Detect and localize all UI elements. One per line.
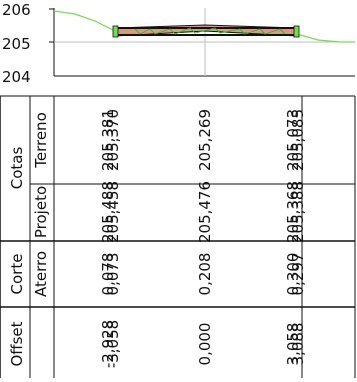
cell-offset-col1-v2: -2,928 xyxy=(99,320,117,368)
y-tick-206: 206 xyxy=(2,1,31,19)
row-label-projeto: Projeto xyxy=(32,186,50,238)
group-label-corte: Corte xyxy=(8,254,26,295)
cell-aterro-col2: 0,208 xyxy=(196,253,214,296)
cell-aterro-col3-v2: 0,297 xyxy=(289,253,307,296)
offset-marker-left xyxy=(112,25,119,38)
row-label-offset: Offset xyxy=(8,321,26,366)
cell-offset-col2: 0,000 xyxy=(196,323,214,366)
cell-projeto-col2: 205,476 xyxy=(196,181,214,243)
offset-marker-right xyxy=(293,25,300,38)
row-label-aterro: Aterro xyxy=(32,251,50,297)
cell-aterro-col1-v2: 0,078 xyxy=(99,253,117,296)
cell-terreno-col1-v2: 205,381 xyxy=(99,109,117,171)
profile-plot: 206 205 204 xyxy=(2,1,355,86)
cell-terreno-col3-v1: 205,073 xyxy=(284,109,302,171)
cell-projeto-col1-v2: 205,488 xyxy=(99,181,117,243)
cell-offset-col3-v2: 3,088 xyxy=(289,323,307,366)
cell-projeto-col3-v2: 205,388 xyxy=(289,181,307,243)
cell-aterro-col3-v1: 0,300 xyxy=(284,253,302,296)
cell-offset-col3-v1: 3,058 xyxy=(284,323,302,366)
cell-terreno-col3-v2: 205,085 xyxy=(289,109,307,171)
row-label-terreno: Terreno xyxy=(32,112,50,169)
cell-aterro-col1-v1: 0,073 xyxy=(104,253,122,296)
cell-offset-col1-v1: -3,058 xyxy=(104,320,122,368)
cell-projeto-col3-v1: 205,368 xyxy=(284,181,302,243)
y-tick-205: 205 xyxy=(2,35,31,53)
cell-projeto-col1-v1: 205,458 xyxy=(104,181,122,243)
cell-terreno-col1-v1: 205,370 xyxy=(104,109,122,171)
cell-terreno-col2: 205,269 xyxy=(196,109,214,171)
data-table: Cotas Corte Terreno Projeto Aterro Offse… xyxy=(0,95,356,378)
slab-hatch xyxy=(134,27,286,35)
y-tick-204: 204 xyxy=(2,68,31,86)
group-label-cotas: Cotas xyxy=(8,147,26,190)
